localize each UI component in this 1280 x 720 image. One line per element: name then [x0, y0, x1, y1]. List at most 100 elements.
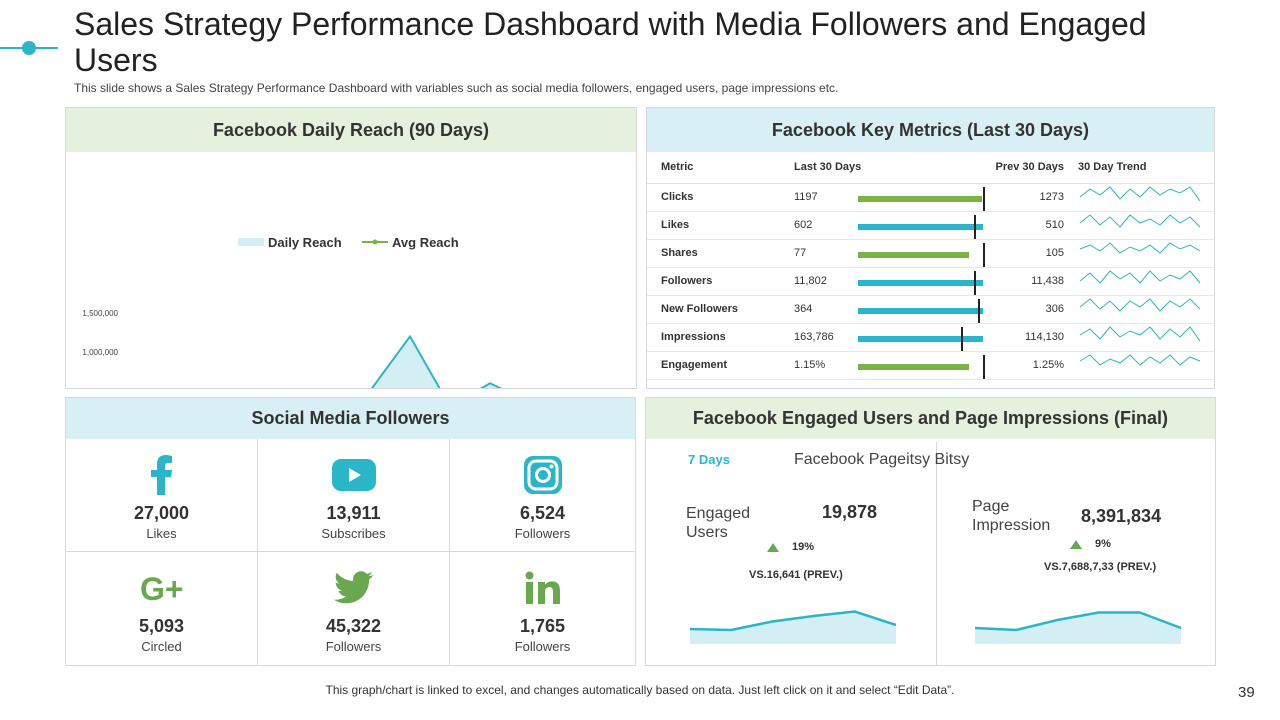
followers-card-instagram[interactable]: 6,524 Followers: [450, 439, 635, 552]
engaged-users-panel: Facebook Engaged Users and Page Impressi…: [645, 397, 1216, 666]
table-row[interactable]: Impressions 163,786 114,130: [647, 323, 1214, 352]
bar-target-marker: [978, 298, 981, 323]
bar-fill: [858, 223, 984, 230]
sparkline-area: [975, 612, 1181, 644]
table-row[interactable]: Followers 11,802 11,438: [647, 267, 1214, 296]
daily-reach-line: [370, 334, 503, 388]
followers-card-linkedin[interactable]: 1,765 Followers: [450, 552, 635, 665]
header-last-30-days: Last 30 Days: [786, 152, 932, 184]
metric-name: Impressions: [647, 323, 786, 352]
metric-name: Followers: [647, 267, 786, 296]
engaged-users-change: 19%: [792, 541, 815, 553]
key-metrics-title: Facebook Key Metrics (Last 30 Days): [647, 108, 1214, 152]
comparison-bar: [858, 242, 990, 267]
page-impression-sparkline[interactable]: [971, 596, 1191, 648]
followers-label: Circled: [141, 639, 182, 654]
followers-value: 6,524: [519, 503, 566, 523]
page-number: 39: [1238, 684, 1255, 701]
followers-label: Followers: [325, 639, 382, 654]
table-row[interactable]: Likes 602 510: [647, 211, 1214, 240]
last-30-days-value: 11,802: [794, 275, 827, 287]
last-30-days-cell: 1197: [786, 183, 986, 212]
prev-30-days-value: 510: [932, 211, 1072, 240]
trend-sparkline: [1079, 185, 1201, 201]
comparison-bar: [858, 354, 990, 379]
comparison-bar: [858, 298, 990, 323]
page-title: Sales Strategy Performance Dashboard wit…: [74, 6, 1147, 78]
page-impression-prev: VS.7,688,7,33 (PREV.): [1044, 561, 1157, 573]
facebook-icon: [150, 453, 174, 497]
google-plus-icon: G+: [140, 566, 184, 610]
bar-fill: [858, 195, 983, 202]
followers-card-youtube[interactable]: 13,911 Subscribes: [258, 439, 450, 552]
increase-triangle-icon: [1070, 540, 1082, 549]
last-30-days-cell: 364: [786, 295, 984, 324]
followers-card-twitter[interactable]: 45,322 Followers: [258, 552, 450, 665]
metric-name: Likes: [647, 211, 786, 240]
y-tick-label: 1,500,000: [82, 309, 118, 318]
bar-target-marker: [960, 326, 963, 351]
bar-target-marker: [983, 242, 986, 267]
followers-card-google-plus[interactable]: G+ 5,093 Circled: [66, 552, 258, 665]
trend-line: [1079, 241, 1201, 254]
last-30-days-cell: 1.15%: [786, 351, 986, 380]
bar-target-marker: [983, 186, 986, 211]
bar-fill: [858, 251, 969, 258]
trend-cell: [1072, 267, 1214, 296]
bar-target-marker: [983, 354, 986, 379]
last-30-days-value: 1197: [794, 191, 818, 203]
engaged-users-sparkline[interactable]: [686, 596, 906, 648]
comparison-bar: [858, 214, 990, 239]
last-30-days-cell: 77: [786, 239, 986, 268]
followers-value: 45,322: [325, 616, 382, 636]
legend-avg-reach-label: Avg Reach: [392, 235, 459, 250]
followers-card-facebook[interactable]: 27,000 Likes: [66, 439, 258, 552]
last-30-days-cell: 163,786: [786, 323, 984, 352]
daily-reach-panel[interactable]: Facebook Daily Reach (90 Days) 0500,0001…: [65, 107, 637, 389]
prev-30-days-value: 11,438: [932, 267, 1072, 296]
y-tick-label: 1,000,000: [82, 348, 118, 357]
period-label: 7 Days: [688, 452, 730, 467]
metric-name: New Followers: [647, 295, 786, 324]
table-header-row: Metric Last 30 Days Prev 30 Days 30 Day …: [647, 152, 1214, 184]
social-followers-title: Social Media Followers: [66, 398, 635, 439]
engaged-users-prev: VS.16,641 (PREV.): [749, 569, 843, 581]
page-subtitle: This slide shows a Sales Strategy Perfor…: [74, 81, 839, 95]
trend-sparkline: [1079, 325, 1201, 341]
followers-value: 1,765: [519, 616, 566, 636]
page-impression-change: 9%: [1095, 538, 1111, 550]
table-row[interactable]: Engagement 1.15% 1.25%: [647, 351, 1214, 380]
svg-text:G+: G+: [140, 572, 184, 604]
trend-sparkline: [1079, 241, 1201, 254]
followers-label: Likes: [146, 526, 177, 541]
comparison-bar: [858, 326, 990, 351]
linkedin-icon: [525, 566, 561, 610]
followers-label: Subscribes: [321, 526, 386, 541]
followers-value: 27,000: [133, 503, 190, 523]
trend-sparkline: [1079, 297, 1201, 312]
bar-fill: [858, 363, 969, 370]
table-row[interactable]: Shares 77 105: [647, 239, 1214, 268]
daily-reach-chart[interactable]: 0500,0001,000,0001,500,00031-May7-Jun14-…: [66, 152, 636, 388]
followers-value: 5,093: [138, 616, 185, 636]
last-30-days-cell: 602: [786, 211, 984, 240]
bar-fill: [858, 279, 984, 286]
bar-fill: [858, 335, 984, 342]
table-row[interactable]: Clicks 1197 1273: [647, 183, 1214, 212]
legend-avg-reach-point: [372, 239, 378, 245]
engaged-users-title: Facebook Engaged Users and Page Impressi…: [646, 398, 1215, 439]
trend-line: [1079, 325, 1201, 341]
trend-cell: [1072, 351, 1214, 380]
legend-daily-reach-label: Daily Reach: [268, 235, 342, 250]
table-row[interactable]: New Followers 364 306: [647, 295, 1214, 324]
followers-value: 13,911: [326, 503, 381, 523]
trend-cell: [1072, 239, 1214, 268]
bar-target-marker: [974, 270, 977, 295]
trend-line: [1079, 185, 1201, 201]
key-metrics-table[interactable]: Metric Last 30 Days Prev 30 Days 30 Day …: [647, 152, 1214, 380]
trend-sparkline: [1079, 353, 1201, 366]
key-metrics-panel: Facebook Key Metrics (Last 30 Days) Metr…: [646, 107, 1215, 389]
trend-cell: [1072, 211, 1214, 240]
trend-sparkline: [1079, 213, 1201, 228]
increase-triangle-icon: [767, 543, 779, 552]
